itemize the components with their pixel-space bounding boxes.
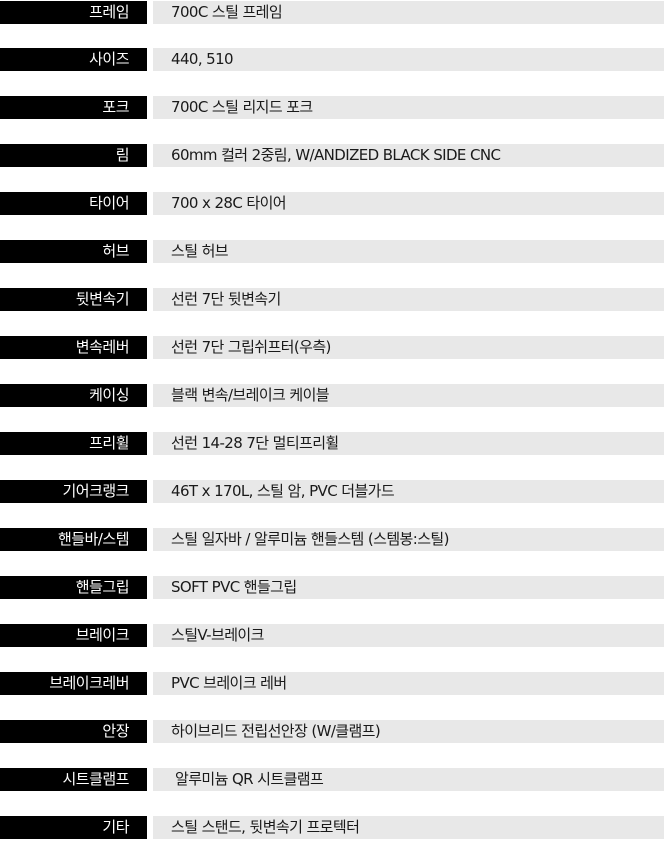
spec-label: 브레이크레버 [0,672,147,695]
spec-value: 스틸V-브레이크 [153,624,664,647]
spec-divider [147,720,153,743]
spec-label: 포크 [0,96,147,119]
spec-divider [147,288,153,311]
spec-label: 프리휠 [0,432,147,455]
spec-divider [147,816,153,839]
spec-divider [147,96,153,119]
spec-label: 허브 [0,240,147,263]
spec-row-frame: 프레임 700C 스틸 프레임 [0,1,664,24]
spec-label: 핸들그립 [0,576,147,599]
spec-label: 기타 [0,816,147,839]
spec-row-crankset: 기어크랭크 46T x 170L, 스틸 암, PVC 더블가드 [0,480,664,503]
spec-divider [147,432,153,455]
spec-divider [147,336,153,359]
spec-row-brake: 브레이크 스틸V-브레이크 [0,624,664,647]
spec-row-size: 사이즈 440, 510 [0,48,664,71]
spec-row-saddle: 안장 하이브리드 전립선안장 (W/클램프) [0,720,664,743]
spec-value: 700C 스틸 리지드 포크 [153,96,664,119]
spec-row-seat-clamp: 시트클램프 알루미늄 QR 시트클램프 [0,768,664,791]
spec-row-freewheel: 프리휠 선런 14-28 7단 멀티프리휠 [0,432,664,455]
spec-row-casing: 케이싱 블랙 변속/브레이크 케이블 [0,384,664,407]
spec-row-brake-lever: 브레이크레버 PVC 브레이크 레버 [0,672,664,695]
spec-divider [147,480,153,503]
spec-value: 700C 스틸 프레임 [153,1,664,24]
spec-value: 선런 7단 뒷변속기 [153,288,664,311]
spec-divider [147,768,153,791]
spec-label: 케이싱 [0,384,147,407]
spec-row-rim: 림 60mm 컬러 2중림, W/ANDIZED BLACK SIDE CNC [0,144,664,167]
spec-label: 사이즈 [0,48,147,71]
spec-value: 하이브리드 전립선안장 (W/클램프) [153,720,664,743]
spec-row-shift-lever: 변속레버 선런 7단 그립쉬프터(우측) [0,336,664,359]
spec-divider [147,1,153,24]
spec-value: 46T x 170L, 스틸 암, PVC 더블가드 [153,480,664,503]
spec-row-rear-derailleur: 뒷변속기 선런 7단 뒷변속기 [0,288,664,311]
spec-label: 시트클램프 [0,768,147,791]
spec-value: 선런 7단 그립쉬프터(우측) [153,336,664,359]
spec-value: SOFT PVC 핸들그립 [153,576,664,599]
spec-value: 스틸 스탠드, 뒷변속기 프로텍터 [153,816,664,839]
spec-label: 프레임 [0,1,147,24]
spec-divider [147,144,153,167]
spec-divider [147,624,153,647]
spec-label: 기어크랭크 [0,480,147,503]
spec-divider [147,48,153,71]
spec-divider [147,240,153,263]
spec-divider [147,528,153,551]
spec-value: 알루미늄 QR 시트클램프 [153,768,664,791]
spec-value: 블랙 변속/브레이크 케이블 [153,384,664,407]
spec-row-handlebar-stem: 핸들바/스템 스틸 일자바 / 알루미늄 핸들스템 (스템봉:스틸) [0,528,664,551]
spec-divider [147,384,153,407]
spec-label: 브레이크 [0,624,147,647]
spec-value: 스틸 일자바 / 알루미늄 핸들스템 (스템봉:스틸) [153,528,664,551]
spec-divider [147,672,153,695]
spec-row-fork: 포크 700C 스틸 리지드 포크 [0,96,664,119]
spec-label: 핸들바/스템 [0,528,147,551]
spec-label: 타이어 [0,192,147,215]
spec-label: 안장 [0,720,147,743]
spec-value: 스틸 허브 [153,240,664,263]
spec-row-etc: 기타 스틸 스탠드, 뒷변속기 프로텍터 [0,816,664,839]
spec-row-tire: 타이어 700 x 28C 타이어 [0,192,664,215]
spec-value: 60mm 컬러 2중림, W/ANDIZED BLACK SIDE CNC [153,144,664,167]
spec-row-hub: 허브 스틸 허브 [0,240,664,263]
spec-label: 림 [0,144,147,167]
spec-divider [147,576,153,599]
spec-value: 440, 510 [153,48,664,71]
spec-label: 뒷변속기 [0,288,147,311]
spec-row-grip: 핸들그립 SOFT PVC 핸들그립 [0,576,664,599]
spec-value: PVC 브레이크 레버 [153,672,664,695]
spec-value: 700 x 28C 타이어 [153,192,664,215]
spec-divider [147,192,153,215]
spec-value: 선런 14-28 7단 멀티프리휠 [153,432,664,455]
spec-label: 변속레버 [0,336,147,359]
